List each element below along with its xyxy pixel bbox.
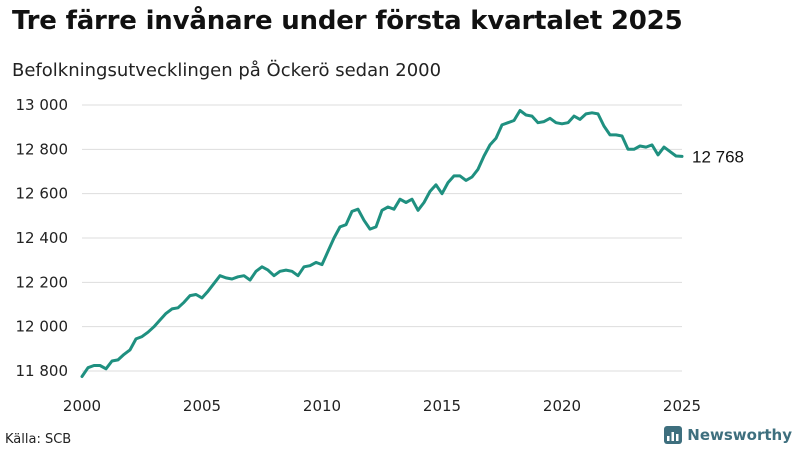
y-tick-label-12800: 12 800 [16, 140, 69, 158]
series-layer: 12 768 [80, 109, 744, 378]
source-note: Källa: SCB [5, 432, 72, 447]
y-tick-label-12400: 12 400 [16, 229, 69, 247]
x-tick-label-2000: 2000 [63, 397, 101, 415]
brand-logo: Newsworthy [664, 426, 792, 444]
x-tick-label-2025: 2025 [663, 397, 701, 415]
x-axis-ticks: 2000 2005 2010 2015 2020 2025 [63, 397, 701, 415]
x-tick-label-2015: 2015 [423, 397, 461, 415]
gridlines [82, 104, 682, 372]
x-tick-label-2020: 2020 [543, 397, 581, 415]
end-value-label: 12 768 [692, 147, 744, 166]
x-tick-label-2010: 2010 [303, 397, 341, 415]
chart-title: Tre färre invånare under första kvartale… [12, 6, 683, 36]
x-tick-label-2005: 2005 [183, 397, 221, 415]
brand-name: Newsworthy [687, 426, 792, 444]
y-tick-label-12000: 12 000 [16, 318, 69, 336]
y-axis-ticks: 11 800 12 000 12 200 12 400 12 600 12 800 13 0… [16, 96, 69, 380]
y-tick-label-12600: 12 600 [16, 185, 69, 203]
chart-subtitle: Befolkningsutvecklingen på Öckerö sedan … [12, 60, 442, 81]
newsworthy-chart-icon [664, 426, 683, 444]
series-line-0 [80, 109, 684, 378]
y-tick-label-13000: 13 000 [16, 96, 69, 114]
y-tick-label-12200: 12 200 [16, 273, 69, 291]
y-tick-label-11800: 11 800 [16, 362, 69, 380]
